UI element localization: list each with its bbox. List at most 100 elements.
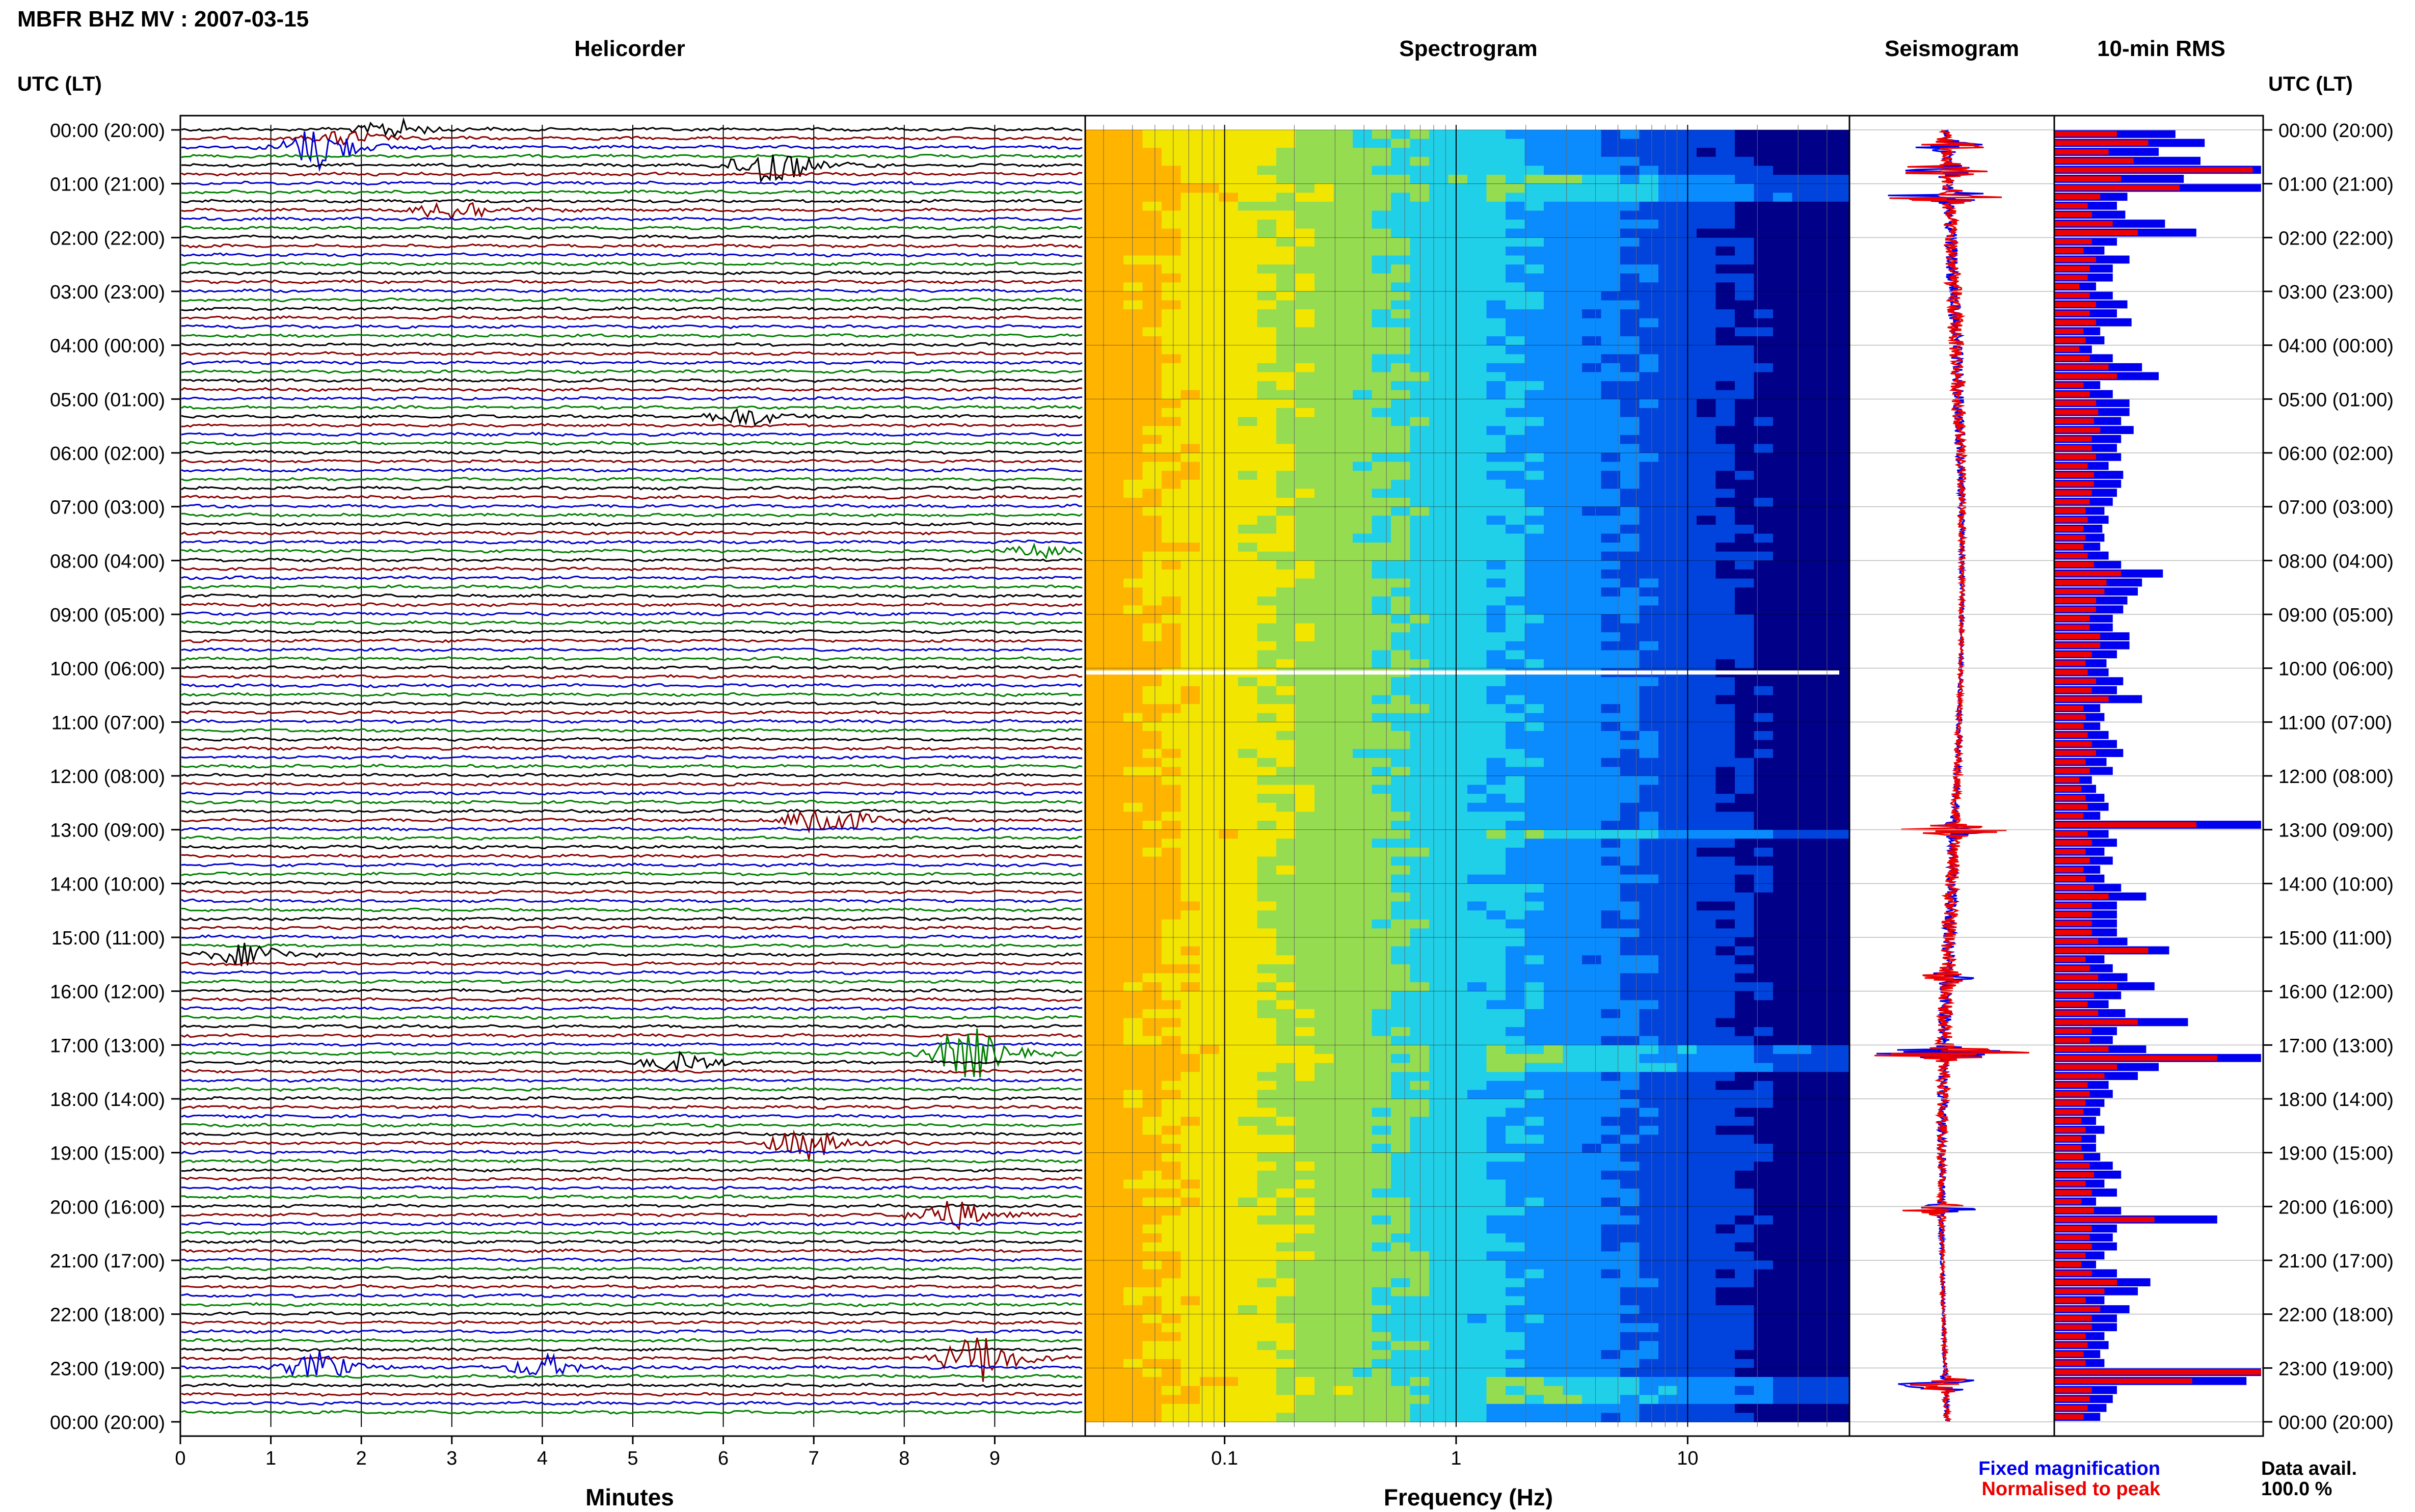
spectrogram-cell bbox=[1219, 1081, 1239, 1090]
spectrogram-cell bbox=[1467, 776, 1487, 785]
spectrogram-cell bbox=[1640, 991, 1659, 1001]
spectrogram-cell bbox=[1525, 632, 1544, 641]
spectrogram-cell bbox=[1640, 1099, 1659, 1108]
spectrogram-cell bbox=[1620, 947, 1640, 956]
spectrogram-cell bbox=[1716, 336, 1735, 345]
spectrogram-cell bbox=[1219, 318, 1239, 328]
spectrogram-cell bbox=[1334, 354, 1353, 363]
spectrogram-cell bbox=[1276, 1171, 1296, 1180]
spectrogram-cell bbox=[1467, 632, 1487, 641]
spectrogram-cell bbox=[1754, 875, 1774, 884]
spectrogram-cell bbox=[1506, 175, 1525, 184]
spectrogram-cell bbox=[1525, 722, 1544, 731]
spectrogram-cell bbox=[1162, 1144, 1181, 1153]
spectrogram-cell bbox=[1334, 803, 1353, 812]
spectrogram-cell bbox=[1792, 973, 1812, 982]
spectrogram-cell bbox=[1544, 740, 1563, 749]
spectrogram-cell bbox=[1487, 471, 1506, 480]
spectrogram-cell bbox=[1735, 579, 1754, 588]
spectrogram-cell bbox=[1219, 1036, 1239, 1045]
spectrogram-cell bbox=[1697, 597, 1716, 606]
spectrogram-cell bbox=[1563, 211, 1582, 220]
spectrogram-cell bbox=[1200, 1036, 1219, 1045]
spectrogram-cell bbox=[1792, 803, 1812, 812]
spectrogram-cell bbox=[1238, 229, 1257, 238]
spectrogram-cell bbox=[1334, 695, 1353, 705]
spectrogram-cell bbox=[1773, 1198, 1792, 1207]
spectrogram-cell bbox=[1563, 570, 1582, 579]
spectrogram-cell bbox=[1640, 920, 1659, 929]
spectrogram-cell bbox=[1410, 1000, 1430, 1009]
spectrogram-cell bbox=[1448, 857, 1468, 866]
spectrogram-cell bbox=[1391, 1036, 1410, 1045]
spectrogram-cell bbox=[1105, 237, 1124, 247]
spectrogram-cell bbox=[1601, 291, 1621, 301]
spectrogram-cell bbox=[1773, 247, 1792, 256]
spectrogram-cell bbox=[1811, 237, 1831, 247]
spectrogram-cell bbox=[1200, 964, 1219, 974]
spectrogram-cell bbox=[1334, 372, 1353, 382]
spectrogram-cell bbox=[1372, 722, 1391, 731]
spectrogram-cell bbox=[1601, 552, 1621, 561]
spectrogram-cell bbox=[1410, 614, 1430, 624]
spectrogram-cell bbox=[1296, 408, 1315, 417]
spectrogram-cell bbox=[1640, 830, 1659, 839]
spectrogram-cell bbox=[1525, 1099, 1544, 1108]
spectrogram-cell bbox=[1487, 417, 1506, 426]
spectrogram-cell bbox=[1314, 776, 1334, 785]
spectrogram-cell bbox=[1448, 390, 1468, 399]
spectrogram-cell bbox=[1334, 1126, 1353, 1135]
spectrogram-cell bbox=[1219, 462, 1239, 471]
spectrogram-cell bbox=[1773, 1153, 1792, 1162]
spectrogram-cell bbox=[1792, 910, 1812, 920]
spectrogram-cell bbox=[1658, 175, 1678, 184]
spectrogram-cell bbox=[1314, 1117, 1334, 1126]
spectrogram-cell bbox=[1658, 363, 1678, 372]
spectrogram-cell bbox=[1582, 166, 1601, 175]
spectrogram-cell bbox=[1410, 282, 1430, 291]
spectrogram-cell bbox=[1697, 1206, 1716, 1216]
spectrogram-cell bbox=[1181, 776, 1200, 785]
spectrogram-cell bbox=[1563, 184, 1582, 193]
spectrogram-cell bbox=[1811, 1036, 1831, 1045]
spectrogram-cell bbox=[1525, 130, 1544, 139]
spectrogram-cell bbox=[1754, 722, 1774, 731]
spectrogram-cell bbox=[1296, 417, 1315, 426]
spectrogram-cell bbox=[1773, 408, 1792, 417]
spectrogram-cell bbox=[1716, 1135, 1735, 1144]
spectrogram-cell bbox=[1296, 803, 1315, 812]
spectrogram-cell bbox=[1219, 937, 1239, 947]
spectrogram-cell bbox=[1314, 1081, 1334, 1090]
spectrogram-cell bbox=[1448, 982, 1468, 991]
spectrogram-cell bbox=[1296, 605, 1315, 614]
spectrogram-cell bbox=[1143, 848, 1162, 857]
spectrogram-cell bbox=[1792, 1099, 1812, 1108]
spectrogram-cell bbox=[1123, 229, 1143, 238]
spectrogram-cell bbox=[1372, 659, 1391, 668]
spectrogram-cell bbox=[1563, 139, 1582, 148]
spectrogram-cell bbox=[1831, 624, 1850, 633]
spectrogram-cell bbox=[1716, 749, 1735, 758]
spectrogram-cell bbox=[1257, 264, 1277, 274]
spectrogram-cell bbox=[1334, 274, 1353, 283]
spectrogram-cell bbox=[1353, 1045, 1372, 1054]
spectrogram-cell bbox=[1773, 462, 1792, 471]
spectrogram-cell bbox=[1716, 417, 1735, 426]
spectrogram-cell bbox=[1200, 1153, 1219, 1162]
spectrogram-cell bbox=[1257, 1162, 1277, 1171]
spectrogram-cell bbox=[1487, 659, 1506, 668]
spectrogram-cell bbox=[1697, 785, 1716, 794]
spectrogram-cell bbox=[1525, 695, 1544, 705]
spectrogram-cell bbox=[1143, 390, 1162, 399]
spectrogram-cell bbox=[1353, 489, 1372, 498]
spectrogram-cell bbox=[1162, 1135, 1181, 1144]
spectrogram-cell bbox=[1314, 928, 1334, 937]
spectrogram-cell bbox=[1563, 947, 1582, 956]
spectrogram-cell bbox=[1296, 264, 1315, 274]
spectrogram-cell bbox=[1831, 139, 1850, 148]
spectrogram-cell bbox=[1219, 677, 1239, 686]
spectrogram-cell bbox=[1506, 193, 1525, 202]
spectrogram-cell bbox=[1640, 1045, 1659, 1054]
spectrogram-cell bbox=[1372, 947, 1391, 956]
spectrogram-cell bbox=[1391, 1126, 1410, 1135]
